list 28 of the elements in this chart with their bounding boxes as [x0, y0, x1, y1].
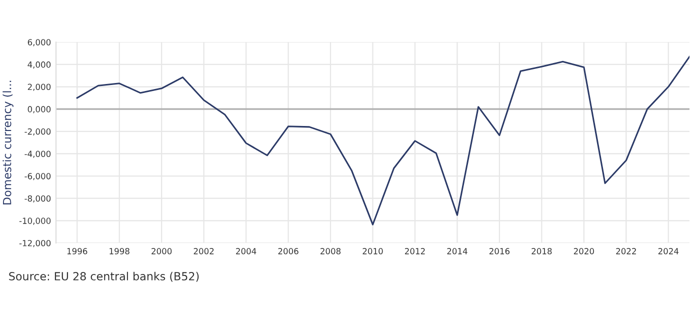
- x-tick-label: 2014: [447, 248, 468, 254]
- x-tick-label: 2010: [362, 248, 383, 254]
- y-tick-label: -4,000: [24, 150, 51, 158]
- x-tick-label: 2012: [404, 248, 425, 254]
- x-tick-label: 2020: [574, 248, 594, 254]
- x-tick-label: 2008: [320, 248, 341, 254]
- source-note: Source: EU 28 central banks (B52): [9, 272, 199, 282]
- y-tick-label: 0,000: [28, 106, 51, 114]
- x-tick-label: 2006: [278, 248, 298, 254]
- x-tick-label: 2004: [236, 248, 256, 254]
- x-tick-label: 1998: [110, 248, 130, 254]
- x-tick-label: 2016: [489, 248, 510, 254]
- y-tick-label: -10,000: [19, 218, 51, 225]
- y-tick-label: -6,000: [24, 173, 51, 180]
- x-tick-label: 2002: [194, 248, 214, 254]
- line-series: [76, 56, 690, 226]
- x-tick-label: 2024: [658, 248, 679, 254]
- y-tick-label: -12,000: [19, 240, 51, 248]
- y-tick-label: 4,000: [28, 61, 51, 69]
- x-tick-label: 2000: [152, 248, 172, 254]
- y-tick-label: -8,000: [24, 195, 51, 202]
- x-tick-label: 1996: [67, 248, 88, 254]
- y-tick-label: -2,000: [24, 128, 51, 136]
- y-axis-title: Domestic currency (l...: [2, 80, 14, 204]
- y-tick-label: 6,000: [28, 39, 51, 46]
- x-tick-label: 2022: [616, 248, 636, 254]
- y-tick-label: 2,000: [28, 84, 51, 91]
- x-tick-label: 2018: [532, 248, 552, 254]
